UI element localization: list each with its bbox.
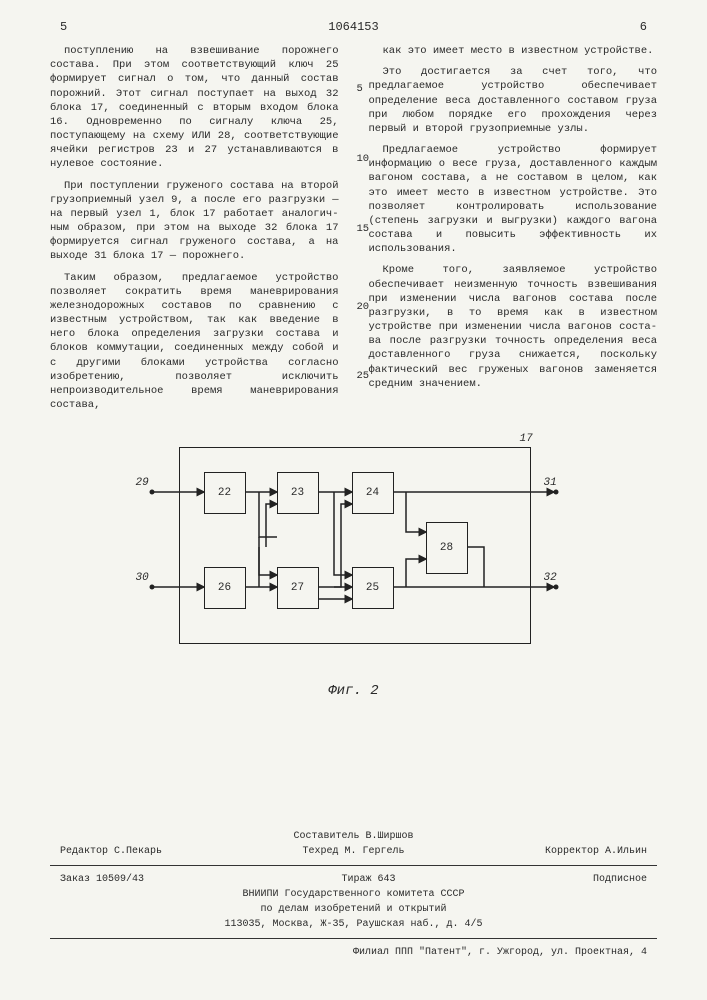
port-30: 30 (136, 572, 149, 584)
page-left: 5 (60, 20, 67, 34)
left-column: поступлению на взвешивание порож­него со… (50, 44, 339, 419)
para: Таким образом, предлагаемое уст­ройство … (50, 271, 339, 413)
port-29: 29 (136, 477, 149, 489)
para: Кроме того, заявляемое устройство обеспе… (369, 263, 658, 391)
para: как это имеет место в известном устройст… (369, 44, 658, 58)
footer-order: Заказ 10509/43 (60, 872, 144, 887)
block-label-17: 17 (520, 433, 533, 445)
footer-tech: Техред М. Гергель (302, 844, 404, 859)
footer-author: Составитель В.Ширшов (50, 829, 657, 844)
figure-2: 17 22 23 24 26 27 25 28 29 30 31 32 Фиг.… (144, 437, 564, 677)
block-28: 28 (426, 522, 468, 574)
block-26: 26 (204, 567, 246, 609)
block-23: 23 (277, 472, 319, 514)
port-31: 31 (544, 477, 557, 489)
footer-addr: 113035, Москва, Ж-35, Раушская наб., д. … (50, 917, 657, 932)
line-num: 20 (357, 300, 370, 314)
para: Это достигается за счет того, что предла… (369, 65, 658, 136)
para: поступлению на взвешивание порож­него со… (50, 44, 339, 172)
block-24: 24 (352, 472, 394, 514)
footer-org1: ВНИИПИ Государственного комитета СССР (50, 887, 657, 902)
line-num: 25 (357, 369, 370, 383)
footer-branch: Филиал ППП "Патент", г. Ужгород, ул. Про… (50, 945, 657, 960)
block-22: 22 (204, 472, 246, 514)
port-32: 32 (544, 572, 557, 584)
footer-corrector: Корректор А.Ильин (545, 844, 647, 859)
line-num: 10 (357, 152, 370, 166)
right-column: 5 10 15 20 25 как это имеет место в изве… (369, 44, 658, 419)
block-25: 25 (352, 567, 394, 609)
line-num: 5 (357, 82, 363, 96)
footer-editor: Редактор С.Пекарь (60, 844, 162, 859)
footer-org2: по делам изобретений и открытий (50, 902, 657, 917)
line-num: 15 (357, 222, 370, 236)
footer-subscr: Подписное (593, 872, 647, 887)
para: Предлагаемое устройство формирует информ… (369, 143, 658, 256)
block-27: 27 (277, 567, 319, 609)
figure-caption: Фиг. 2 (144, 683, 564, 699)
page-right: 6 (640, 20, 647, 34)
para: При поступлении груженого состава на вто… (50, 179, 339, 264)
footer-tirazh: Тираж 643 (341, 872, 395, 887)
body-text: поступлению на взвешивание порож­него со… (0, 44, 707, 419)
doc-number: 1064153 (328, 20, 378, 34)
footer: Составитель В.Ширшов Редактор С.Пекарь Т… (50, 829, 657, 960)
